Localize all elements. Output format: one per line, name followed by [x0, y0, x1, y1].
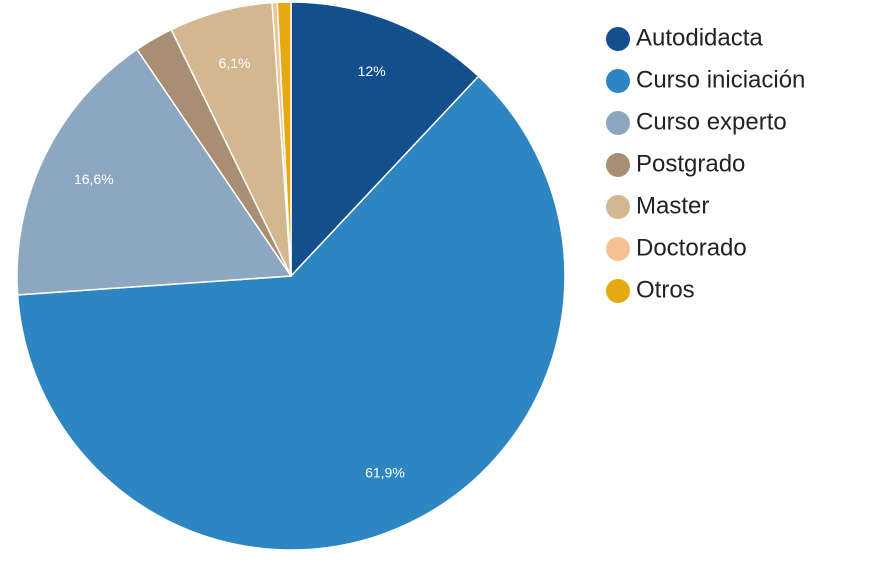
pie-data-labels: 12% 61,9% 16,6% 6,1% — [74, 55, 405, 481]
legend-marker-autodidacta — [606, 27, 630, 51]
legend-item-curso-experto[interactable]: Curso experto — [606, 108, 787, 135]
legend-item-master[interactable]: Master — [606, 192, 709, 219]
legend-marker-curso-iniciacion — [606, 69, 630, 93]
legend-marker-doctorado — [606, 237, 630, 261]
pie-slice-autodidacta — [290, 1, 480, 278]
legend-label-curso-iniciacion: Curso iniciación — [636, 66, 805, 93]
legend-item-doctorado[interactable]: Doctorado — [606, 234, 747, 261]
pie-slice-otros — [276, 1, 292, 277]
legend-marker-master — [606, 195, 630, 219]
legend-label-doctorado: Doctorado — [636, 234, 747, 261]
data-label-autodidacta: 12% — [358, 63, 386, 79]
legend-marker-curso-experto — [606, 111, 630, 135]
pie-slices — [16, 1, 566, 551]
legend-label-otros: Otros — [636, 276, 695, 303]
pie-slice-curso-experto — [16, 48, 293, 296]
legend-item-otros[interactable]: Otros — [606, 276, 695, 303]
legend-item-curso-iniciacion[interactable]: Curso iniciación — [606, 66, 805, 93]
legend-label-master: Master — [636, 192, 709, 219]
legend-item-autodidacta[interactable]: Autodidacta — [606, 24, 763, 51]
data-label-curso-experto: 16,6% — [74, 171, 114, 187]
legend-label-curso-experto: Curso experto — [636, 108, 787, 135]
pie-slice-curso-iniciacion — [16, 75, 566, 551]
data-label-master: 6,1% — [219, 55, 251, 71]
legend-marker-postgrado — [606, 153, 630, 177]
legend-marker-otros — [606, 279, 630, 303]
data-label-curso-iniciacion: 61,9% — [365, 465, 405, 481]
chart-legend: Autodidacta Curso iniciación Curso experto… — [606, 24, 805, 303]
legend-label-postgrado: Postgrado — [636, 150, 745, 177]
legend-item-postgrado[interactable]: Postgrado — [606, 150, 745, 177]
legend-label-autodidacta: Autodidacta — [636, 24, 763, 51]
